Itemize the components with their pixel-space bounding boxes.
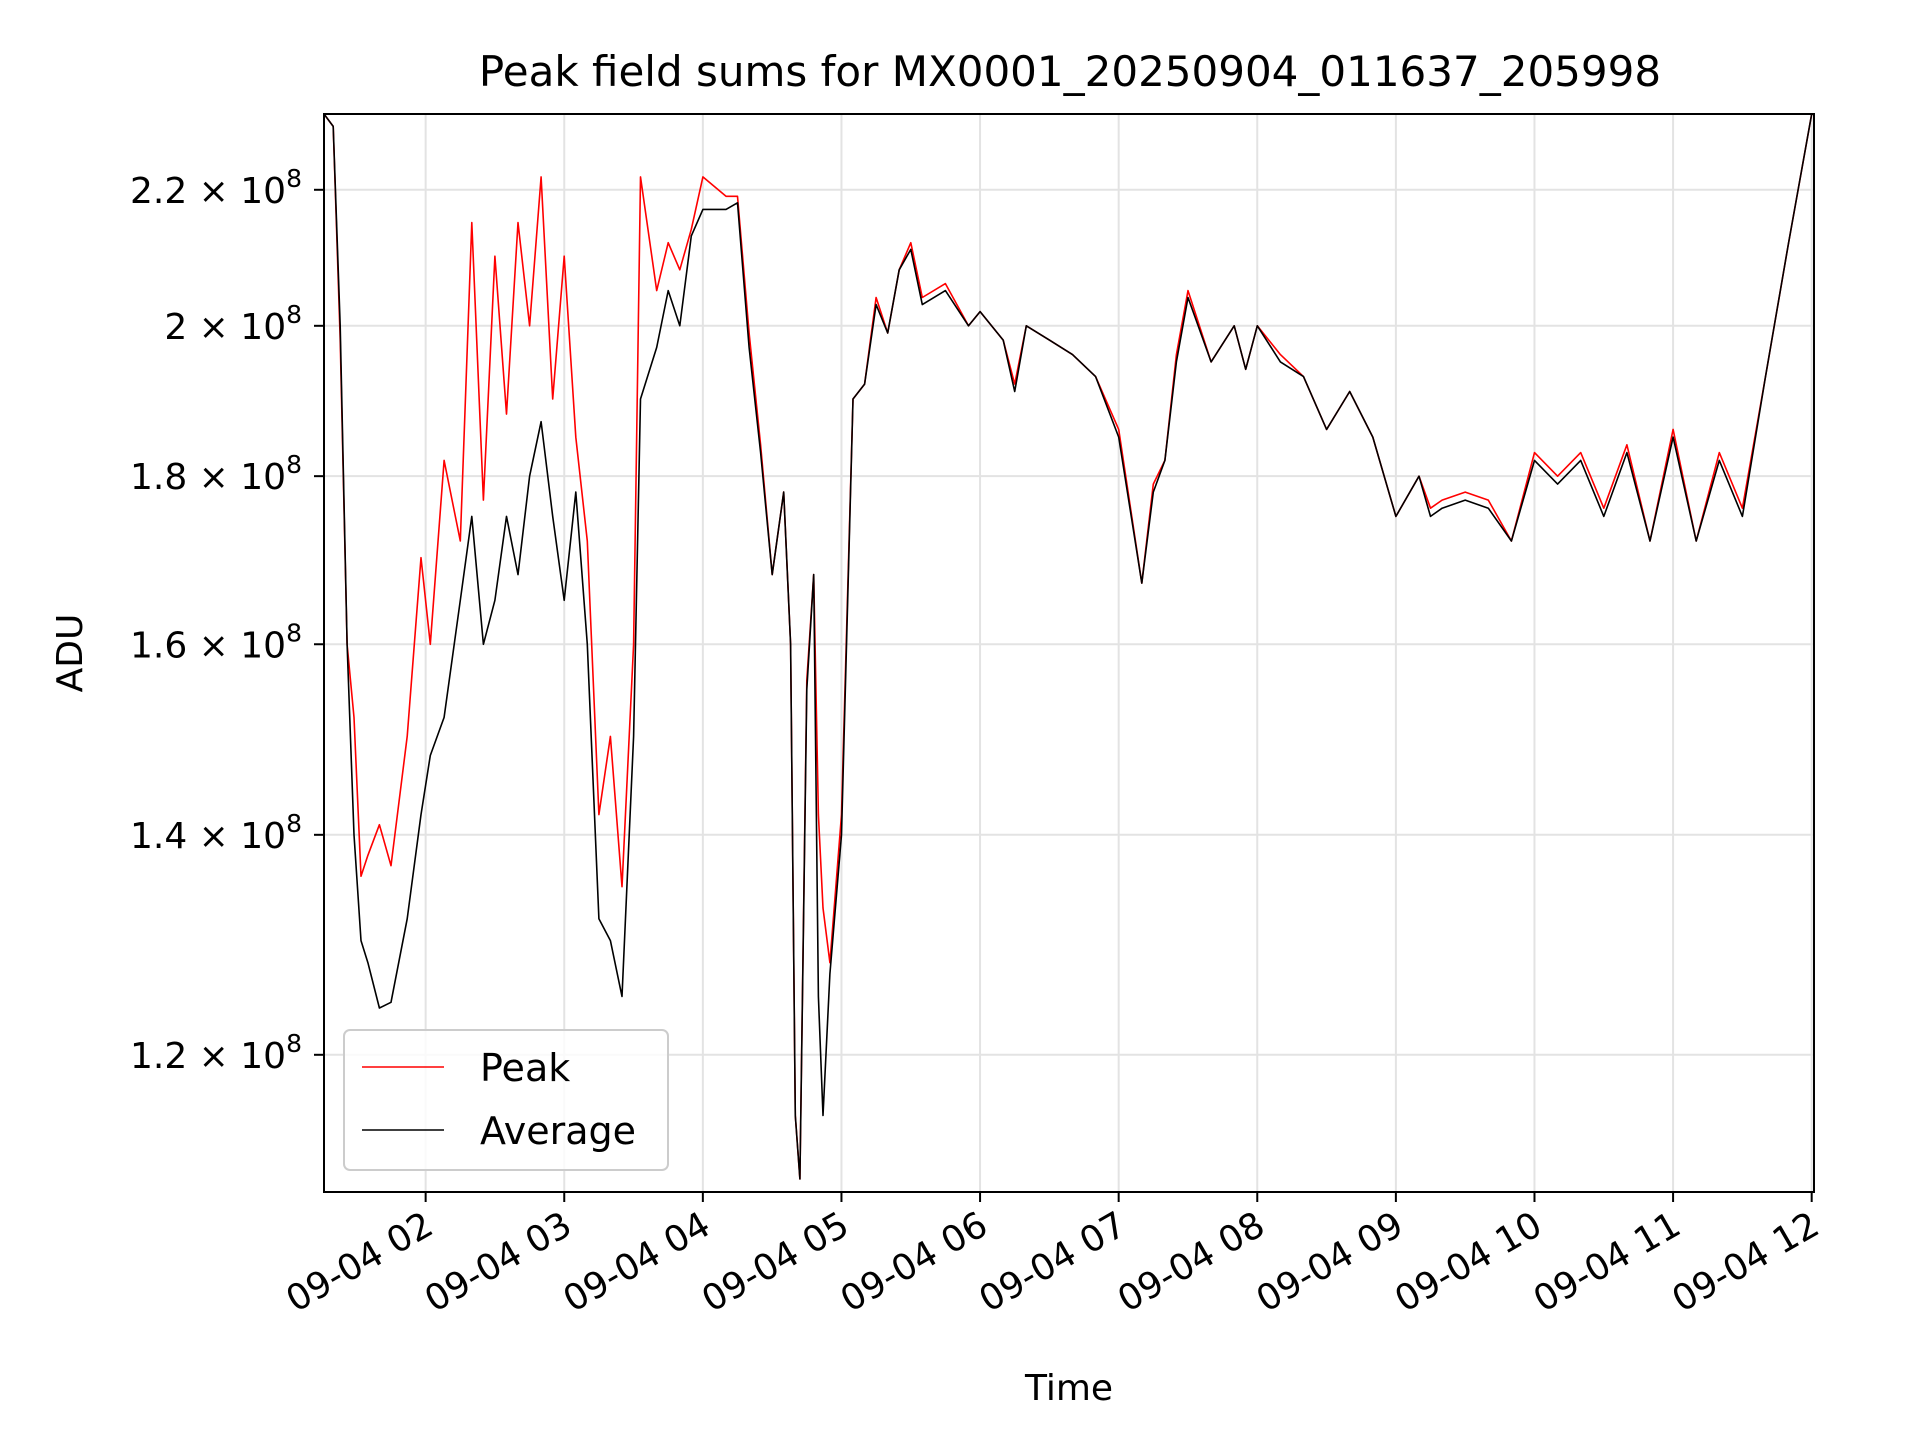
y-axis: 1.2 × 108 1.4 × 108 1.6 × 108 1.8 × 108 2 × … [130, 164, 324, 1077]
legend-average-label: Average [480, 1109, 636, 1153]
y-tick-label: 1.6 × 108 [130, 618, 302, 666]
gridlines [324, 114, 1814, 1192]
y-tick-label: 1.4 × 108 [130, 809, 302, 857]
y-tick-label: 1.2 × 108 [130, 1029, 302, 1077]
y-tick-label: 1.8 × 108 [130, 450, 302, 498]
x-axis-label: Time [1024, 1368, 1113, 1409]
plot-frame [323, 113, 1815, 1193]
legend-peak-label: Peak [480, 1046, 570, 1090]
y-tick-label: 2.2 × 108 [130, 164, 302, 212]
legend-box [343, 1029, 669, 1171]
chart-title: Peak field sums for MX0001_20250904_0116… [479, 47, 1661, 96]
series-line-average [324, 114, 1813, 1180]
y-tick-label: 2 × 108 [164, 300, 302, 348]
legend: Peak Average [343, 1029, 669, 1171]
series-layer [324, 114, 1813, 1180]
y-axis-label: ADU [50, 614, 91, 693]
